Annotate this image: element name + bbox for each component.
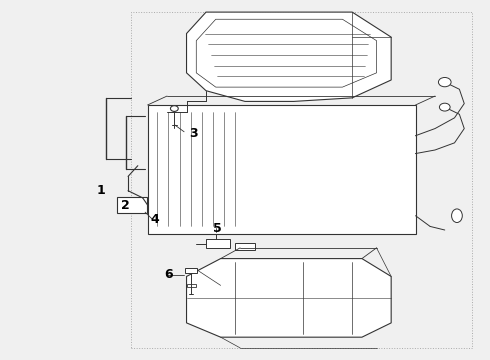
Bar xyxy=(185,267,197,273)
Bar xyxy=(206,239,230,248)
Text: 4: 4 xyxy=(150,213,159,226)
Ellipse shape xyxy=(452,209,462,222)
Polygon shape xyxy=(187,258,391,337)
Polygon shape xyxy=(187,12,391,102)
Bar xyxy=(147,105,416,234)
Bar xyxy=(130,12,471,348)
Text: 6: 6 xyxy=(165,268,173,281)
Bar xyxy=(235,243,255,249)
Text: 1: 1 xyxy=(97,184,105,197)
Circle shape xyxy=(439,77,451,87)
Circle shape xyxy=(171,106,178,111)
Text: 5: 5 xyxy=(213,222,222,235)
Text: 2: 2 xyxy=(121,198,129,212)
Polygon shape xyxy=(196,19,376,87)
FancyBboxPatch shape xyxy=(117,197,147,213)
Circle shape xyxy=(440,103,450,111)
Bar xyxy=(187,284,196,287)
Text: 3: 3 xyxy=(189,127,197,140)
